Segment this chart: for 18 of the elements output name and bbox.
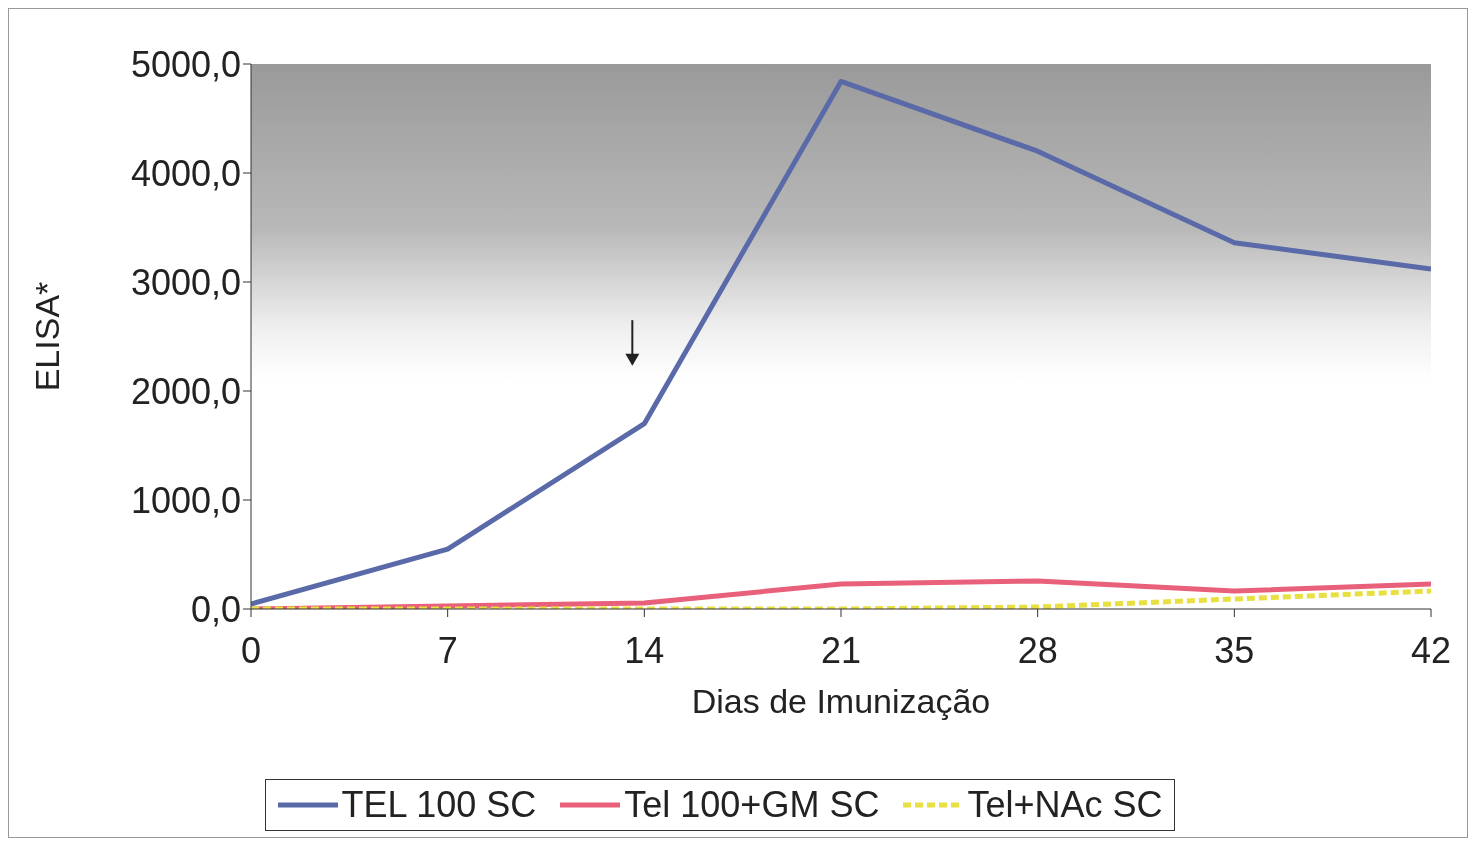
y-tick-label: 5000,0 xyxy=(130,43,241,85)
x-tick-label: 0 xyxy=(240,629,262,671)
y-axis-title: ELISA* xyxy=(28,281,67,392)
y-tick-label: 4000,0 xyxy=(130,152,241,194)
y-tick-label: 3000,0 xyxy=(130,261,241,303)
x-tick-label: 21 xyxy=(820,629,862,671)
y-tick-label: 0,0 xyxy=(190,588,241,630)
x-axis-title: Dias de Imunização xyxy=(691,682,991,721)
legend-label: Tel+NAc SC xyxy=(966,784,1163,826)
y-tick-label: 2000,0 xyxy=(130,370,241,412)
y-tick-label: 1000,0 xyxy=(130,479,241,521)
x-tick-label: 14 xyxy=(624,629,665,671)
legend-label: TEL 100 SC xyxy=(340,784,537,826)
x-tick-label: 28 xyxy=(1017,629,1058,671)
x-tick-label: 42 xyxy=(1410,629,1452,671)
x-tick-label: 7 xyxy=(437,629,458,671)
legend-label: Tel 100+GM SC xyxy=(623,784,880,826)
x-tick-label: 35 xyxy=(1214,629,1255,671)
